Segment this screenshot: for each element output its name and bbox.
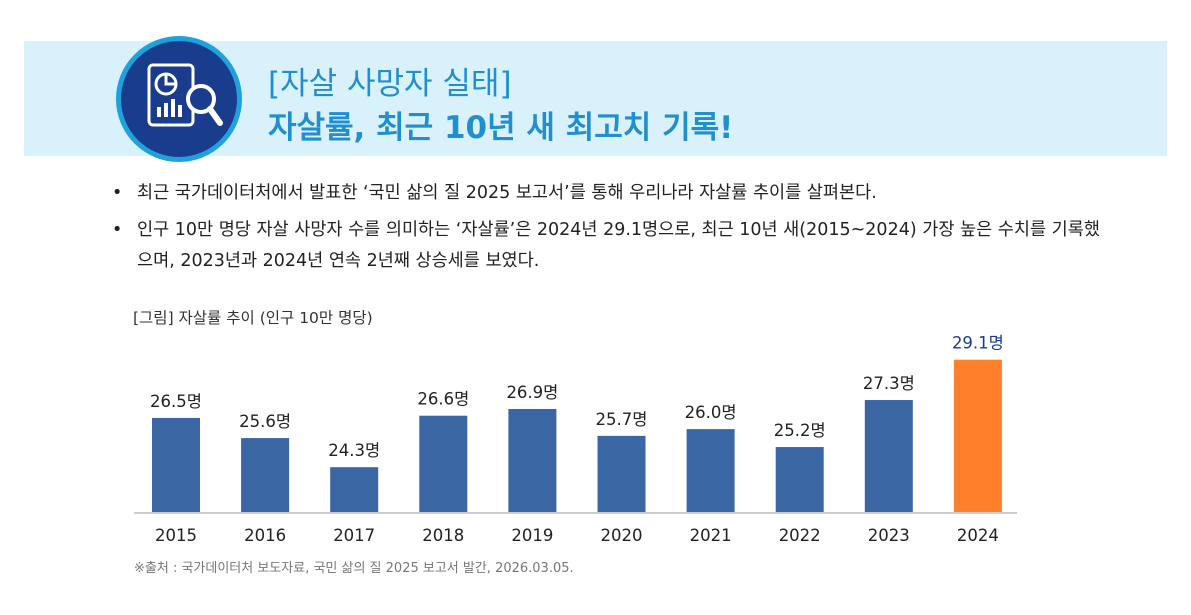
bar-2024 — [953, 359, 1002, 512]
bullet-dot: • — [112, 220, 123, 240]
bar-2016 — [241, 438, 290, 512]
data-label-2024: 29.1명 — [952, 334, 1004, 353]
x-tick-label-2017: 2017 — [333, 526, 375, 545]
data-label-2020: 25.7명 — [596, 410, 648, 429]
x-tick-label-2018: 2018 — [422, 526, 464, 545]
data-label-2021: 26.0명 — [685, 403, 737, 422]
x-tick-label-2024: 2024 — [957, 526, 999, 545]
source-note: ※출처 : 국가데이터처 보도자료, 국민 삶의 질 2025 보고서 발간, … — [134, 561, 574, 576]
data-label-2015: 26.5명 — [150, 392, 202, 411]
bar-2019 — [508, 408, 557, 512]
bar-2023 — [864, 400, 913, 512]
bullet-dot: • — [112, 183, 123, 203]
bullet-list: • 최근 국가데이터처에서 발표한 ‘국민 삶의 질 2025 보고서’를 통해… — [112, 178, 1112, 283]
x-tick-label-2019: 2019 — [511, 526, 553, 545]
x-tick-label-2021: 2021 — [690, 526, 732, 545]
header-title-line2: 자살률, 최근 10년 새 최고치 기록! — [268, 110, 734, 146]
x-tick-label-2016: 2016 — [244, 526, 286, 545]
data-label-2017: 24.3명 — [328, 441, 380, 460]
data-label-2018: 26.6명 — [417, 390, 469, 409]
header-title-line1: [자살 사망자 실태] — [268, 66, 512, 102]
data-label-2023: 27.3명 — [863, 374, 915, 393]
x-tick-label-2015: 2015 — [155, 526, 197, 545]
bar-2017 — [330, 467, 379, 512]
bullet-text: 최근 국가데이터처에서 발표한 ‘국민 삶의 질 2025 보고서’를 통해 우… — [137, 183, 877, 203]
report-search-icon — [116, 36, 242, 162]
data-label-2022: 25.2명 — [774, 421, 826, 440]
x-tick-label-2023: 2023 — [868, 526, 910, 545]
bar-2020 — [597, 435, 646, 512]
x-tick-label-2022: 2022 — [779, 526, 821, 545]
data-label-2019: 26.9명 — [506, 383, 558, 402]
data-label-2016: 25.6명 — [239, 412, 291, 431]
bar-2018 — [419, 415, 468, 512]
chart-caption: [그림] 자살률 추이 (인구 10만 명당) — [133, 309, 373, 327]
x-tick-label-2020: 2020 — [601, 526, 643, 545]
bullet-item: • 인구 10만 명당 자살 사망자 수를 의미하는 ‘자살률’은 2024년 … — [112, 215, 1112, 277]
bullet-item: • 최근 국가데이터처에서 발표한 ‘국민 삶의 질 2025 보고서’를 통해… — [112, 178, 1112, 209]
bar-2015 — [152, 417, 200, 512]
bar-2021 — [686, 429, 735, 512]
bar-2022 — [775, 447, 824, 512]
bullet-text: 인구 10만 명당 자살 사망자 수를 의미하는 ‘자살률’은 2024년 29… — [137, 220, 1100, 271]
